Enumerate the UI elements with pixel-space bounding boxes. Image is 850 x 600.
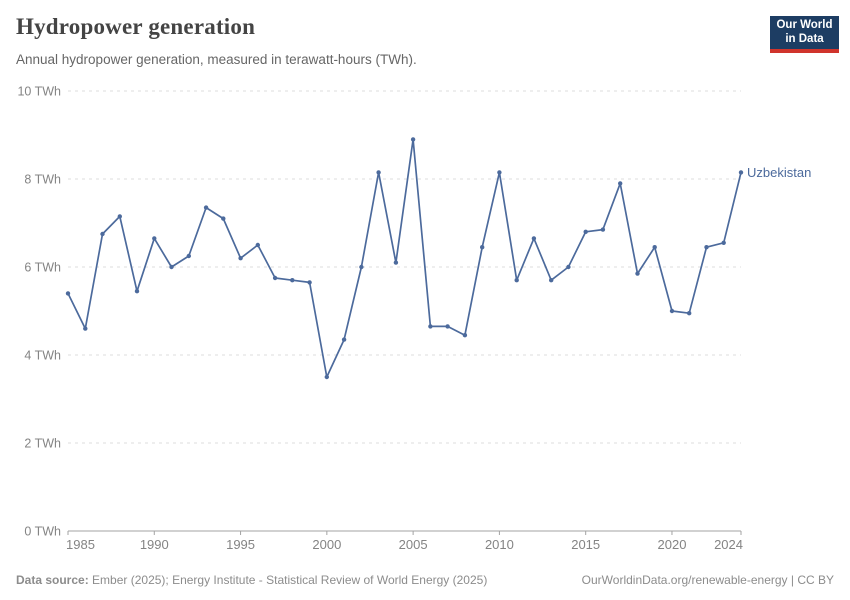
data-point — [721, 240, 726, 245]
data-source-label: Data source: — [16, 573, 89, 587]
y-axis-tick-label: 4 TWh — [24, 349, 61, 363]
data-point — [652, 245, 657, 250]
data-point — [221, 216, 226, 221]
data-source: Data source: Ember (2025); Energy Instit… — [16, 573, 487, 587]
x-axis-tick-label: 1990 — [140, 537, 169, 552]
data-point — [462, 333, 468, 338]
data-point — [324, 374, 329, 380]
data-point — [618, 181, 623, 186]
y-axis-tick-label: 0 TWh — [24, 525, 61, 539]
data-point — [635, 271, 640, 276]
data-point — [549, 278, 554, 283]
data-point — [65, 291, 71, 296]
data-point — [152, 236, 157, 241]
chart-subtitle: Annual hydropower generation, measured i… — [16, 52, 417, 67]
data-point — [566, 264, 571, 270]
logo-line2: in Data — [785, 33, 824, 45]
data-point — [497, 170, 502, 175]
x-axis-tick-label: 2024 — [714, 537, 743, 552]
data-point — [428, 324, 433, 329]
data-point — [531, 236, 537, 241]
x-axis-tick-label: 2005 — [399, 537, 428, 552]
x-axis-tick-label: 1995 — [226, 537, 255, 552]
logo-line1: Our World — [776, 19, 833, 31]
data-point — [704, 245, 709, 250]
data-point — [514, 278, 519, 283]
y-axis-tick-label: 10 TWh — [17, 85, 61, 99]
data-point — [272, 275, 278, 281]
data-point — [307, 280, 312, 285]
data-point — [238, 256, 243, 261]
x-axis-tick-label: 2020 — [658, 537, 687, 552]
data-point — [169, 264, 174, 270]
data-point — [255, 242, 260, 248]
y-axis-tick-label: 2 TWh — [24, 437, 61, 451]
data-point — [117, 214, 123, 219]
x-axis-tick-label: 1985 — [66, 537, 95, 552]
data-point — [445, 324, 450, 329]
data-point — [134, 289, 140, 294]
data-point — [583, 229, 588, 234]
series-label: Uzbekistan — [747, 165, 811, 180]
owid-logo: Our World in Data — [770, 16, 839, 53]
y-axis-tick-label: 6 TWh — [24, 261, 61, 275]
chart-footer: Data source: Ember (2025); Energy Instit… — [16, 573, 834, 587]
credit-link: OurWorldinData.org/renewable-energy | CC… — [581, 573, 834, 587]
data-point — [600, 227, 606, 232]
data-point — [100, 231, 105, 237]
data-point — [738, 170, 744, 175]
x-axis-tick-label: 2015 — [571, 537, 600, 552]
chart-title: Hydropower generation — [16, 14, 256, 39]
data-source-text: Ember (2025); Energy Institute - Statist… — [92, 573, 488, 587]
data-point — [290, 278, 295, 283]
data-point — [376, 170, 381, 175]
data-point — [341, 337, 347, 342]
data-point — [687, 311, 692, 316]
x-axis-tick-label: 2000 — [312, 537, 341, 552]
data-point — [186, 253, 191, 259]
data-point — [669, 308, 675, 314]
x-axis-tick-label: 2010 — [485, 537, 514, 552]
data-point — [480, 245, 485, 250]
data-point — [410, 137, 416, 142]
data-point — [83, 326, 88, 331]
data-point — [359, 264, 364, 270]
data-point — [393, 260, 399, 265]
series-line-uzbekistan — [67, 138, 742, 378]
y-axis-tick-label: 8 TWh — [24, 173, 61, 187]
data-point — [203, 205, 209, 210]
